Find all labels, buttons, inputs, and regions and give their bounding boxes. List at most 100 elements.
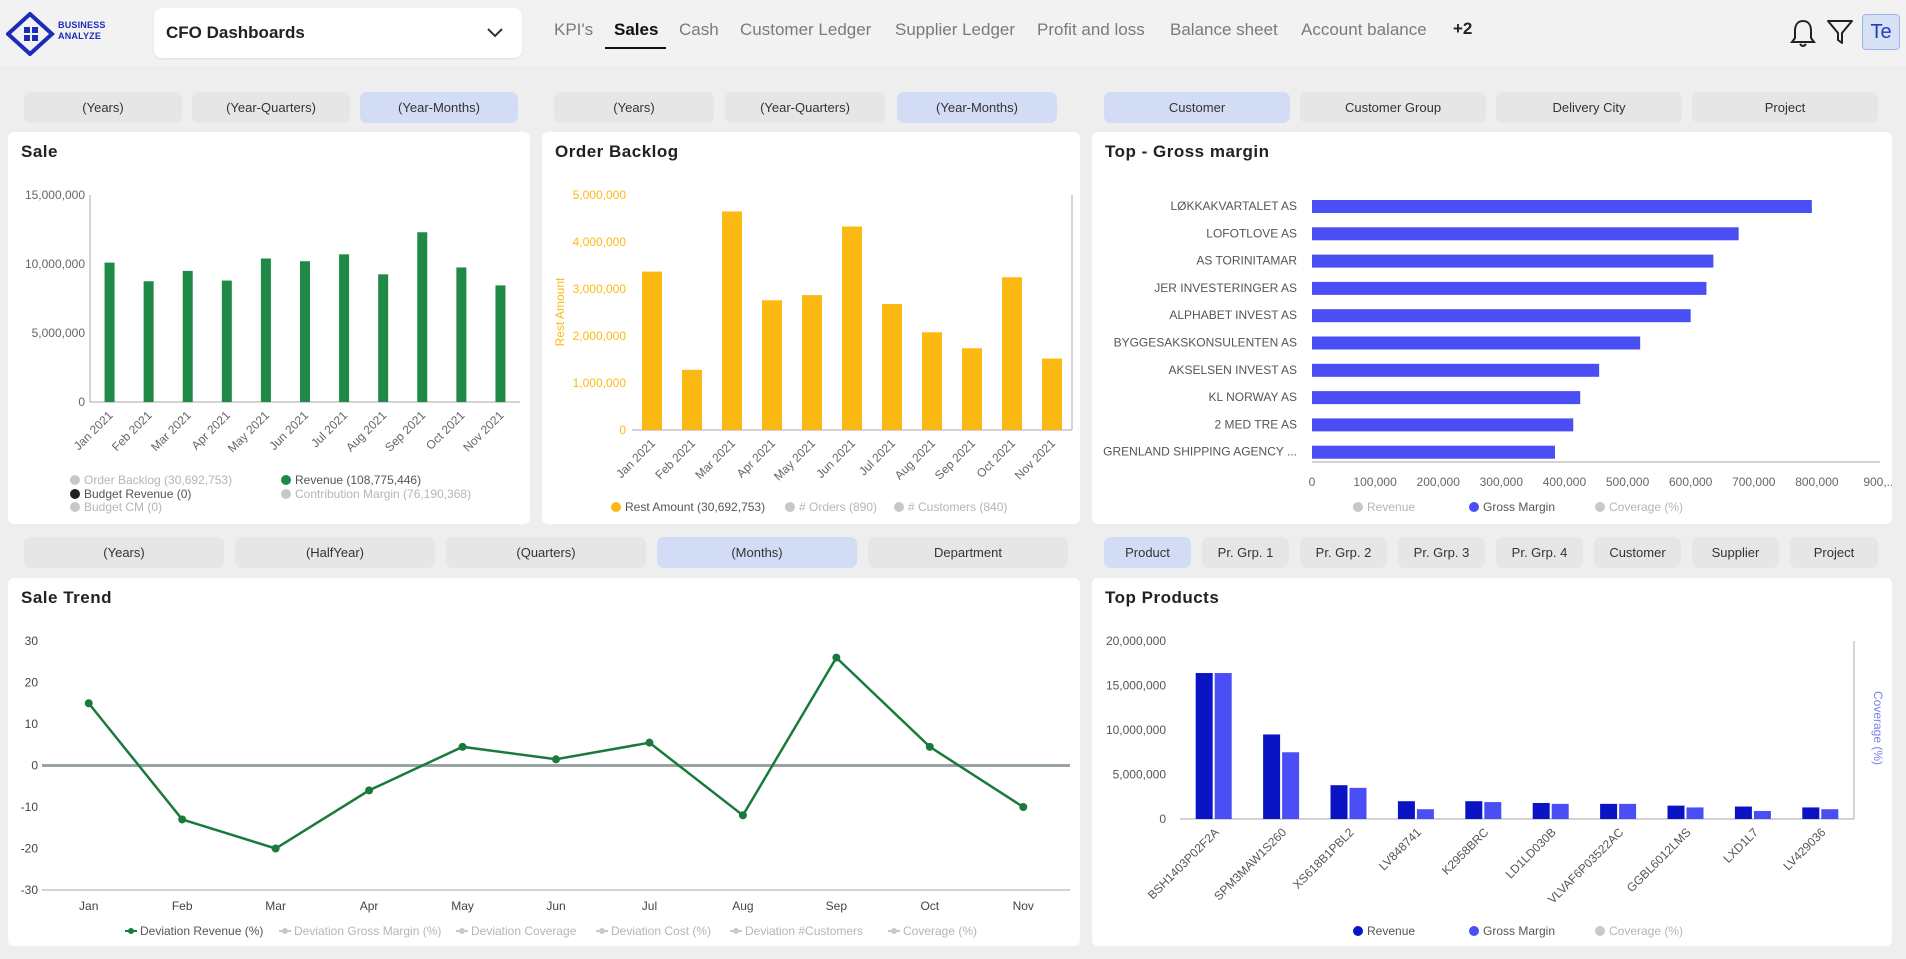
nav-sales[interactable]: Sales (614, 20, 659, 39)
nav-kpis[interactable]: KPI's (554, 20, 594, 39)
user-avatar[interactable]: Te (1862, 14, 1900, 50)
legend-marker-order-backlog-30-692-753 (70, 475, 80, 485)
products-revenue-bar-xs618b1pbl2 (1330, 785, 1348, 819)
filter-product[interactable]: Product (1104, 537, 1191, 568)
filter-pr-grp-1[interactable]: Pr. Grp. 1 (1202, 537, 1289, 568)
legend-marker-contribution-margin-76-190-368 (281, 489, 291, 499)
legend-label-budget-cm-0: Budget CM (0) (84, 500, 162, 514)
nav-more[interactable]: +2 (1453, 19, 1473, 38)
filter-quarters-trend[interactable]: (Quarters) (446, 537, 646, 568)
products-revenue-bar-lv429036 (1802, 807, 1820, 819)
products-revenue-bar-ggbl6012lms (1667, 805, 1685, 819)
filter-year-quarters-sale[interactable]: (Year-Quarters) (192, 92, 350, 123)
backlog-bar-jun-2021 (842, 226, 862, 430)
gm-xtick-200-000: 200,000 (1417, 475, 1461, 489)
products-xtick-ld1ld030b: LD1LD030B (1503, 825, 1559, 881)
nav-balance-sheet[interactable]: Balance sheet (1170, 20, 1278, 39)
backlog-bar-oct-2021 (1002, 277, 1022, 430)
products-xtick-spm3maw1s260: SPM3MAW1S260 (1211, 825, 1289, 903)
nav-account-balance[interactable]: Account balance (1301, 20, 1427, 39)
filter-year-months-backlog[interactable]: (Year-Months) (897, 92, 1057, 123)
filter-year-months-sale[interactable]: (Year-Months) (360, 92, 518, 123)
filter-department-trend[interactable]: Department (868, 537, 1068, 568)
gm-ylabel-2-med-tre-as: 2 MED TRE AS (1215, 417, 1297, 431)
gm-bar-akselsen-invest-as (1312, 363, 1600, 377)
filter-project-products[interactable]: Project (1790, 537, 1878, 568)
products-xtick-xs618b1pbl2: XS618B1PBL2 (1290, 825, 1357, 892)
legend-marker-customers-840 (894, 502, 904, 512)
legend-marker-coverage (1595, 502, 1605, 512)
gm-ylabel-l-kkakvartalet-as: LØKKAKVARTALET AS (1170, 199, 1297, 213)
gm-ylabel-byggesakskonsulenten-as: BYGGESAKSKONSULENTEN AS (1114, 336, 1297, 350)
chevron-down-icon (487, 28, 503, 38)
filter-customer[interactable]: Customer (1104, 92, 1290, 123)
gm-xtick-900: 900,... (1863, 475, 1892, 489)
products-margin-bar-lxd1l7 (1753, 810, 1771, 819)
products-margin-bar-vlvaf6p03522ac (1619, 803, 1637, 819)
products-xtick-k2958brc: K2958BRC (1439, 825, 1492, 878)
gross-margin-title: Top - Gross margin (1105, 142, 1270, 161)
backlog-ytick-0: 0 (619, 423, 626, 437)
products-xtick-lv429036: LV429036 (1780, 825, 1828, 873)
filter-pr-grp-3[interactable]: Pr. Grp. 3 (1398, 537, 1485, 568)
gm-xtick-700-000: 700,000 (1732, 475, 1776, 489)
nav-customer-ledger[interactable]: Customer Ledger (740, 20, 872, 39)
trend-point-feb (178, 815, 187, 824)
trend-ytick-20: 20 (25, 676, 39, 690)
backlog-xtick-sep-2021: Sep 2021 (932, 436, 978, 482)
legend-marker-budget-cm-0 (70, 502, 80, 512)
filter-customer-group[interactable]: Customer Group (1300, 92, 1486, 123)
filter-icon[interactable] (1826, 18, 1854, 46)
sale-ytick-0: 0 (78, 395, 85, 409)
sale-bar-sep-2021 (417, 232, 428, 402)
products-xtick-bsh1403p02f2a: BSH1403P02F2A (1145, 825, 1222, 902)
legend-dot-deviation-coverage (459, 928, 465, 934)
legend-dot-deviation-revenue (128, 928, 134, 934)
filter-years-sale[interactable]: (Years) (24, 92, 182, 123)
filter-pr-grp-4[interactable]: Pr. Grp. 4 (1496, 537, 1583, 568)
backlog-xtick-oct-2021: Oct 2021 (974, 436, 1019, 481)
trend-ytick-10: 10 (25, 717, 39, 731)
trend-ytick-30: -30 (21, 883, 39, 897)
backlog-bar-aug-2021 (922, 332, 942, 430)
logo-text: BUSINESS ANALYZE (58, 20, 106, 42)
trend-xtick-jul: Jul (642, 899, 657, 913)
nav-profit-and-loss[interactable]: Profit and loss (1037, 20, 1145, 39)
nav-cash[interactable]: Cash (679, 20, 719, 39)
nav-supplier-ledger[interactable]: Supplier Ledger (895, 20, 1016, 39)
filter-years-backlog[interactable]: (Years) (554, 92, 714, 123)
backlog-xtick-jun-2021: Jun 2021 (813, 436, 858, 481)
sale-bar-oct-2021 (456, 267, 467, 402)
sale-bar-jan-2021 (104, 262, 115, 402)
filter-delivery-city[interactable]: Delivery City (1496, 92, 1682, 123)
products-margin-bar-xs618b1pbl2 (1349, 787, 1367, 819)
products-revenue-bar-vlvaf6p03522ac (1600, 803, 1618, 819)
sale-bar-may-2021 (260, 258, 271, 402)
products-margin-bar-bsh1403p02f2a (1214, 673, 1232, 819)
dashboard-select[interactable]: CFO Dashboards (154, 8, 522, 58)
legend-label-orders-890: # Orders (890) (799, 500, 877, 514)
backlog-bar-apr-2021 (762, 300, 782, 430)
filter-months-trend[interactable]: (Months) (657, 537, 857, 568)
legend-dot-deviation-customers (733, 928, 739, 934)
filter-year-quarters-backlog[interactable]: (Year-Quarters) (725, 92, 885, 123)
filter-pr-grp-2[interactable]: Pr. Grp. 2 (1300, 537, 1387, 568)
trend-xtick-jun: Jun (546, 899, 565, 913)
products-y2label: Coverage (%) (1871, 691, 1885, 765)
legend-label-coverage: Coverage (%) (903, 924, 977, 938)
filter-halfyear-trend[interactable]: (HalfYear) (235, 537, 435, 568)
products-ytick-0: 0 (1159, 812, 1166, 826)
filter-years-trend[interactable]: (Years) (24, 537, 224, 568)
trend-xtick-apr: Apr (360, 899, 379, 913)
sale-xtick-mar-2021: Mar 2021 (148, 408, 194, 454)
bell-icon[interactable] (1790, 18, 1816, 48)
backlog-ylabel: Rest Amount (553, 277, 567, 346)
filter-project[interactable]: Project (1692, 92, 1878, 123)
sale-xtick-aug-2021: Aug 2021 (343, 408, 389, 454)
trend-point-mar (271, 844, 280, 853)
logo[interactable]: BUSINESS ANALYZE (5, 11, 110, 57)
trend-xtick-sep: Sep (826, 899, 848, 913)
filter-supplier[interactable]: Supplier (1692, 537, 1779, 568)
gm-ylabel-as-torinitamar: AS TORINITAMAR (1196, 254, 1297, 268)
filter-customer-products[interactable]: Customer (1594, 537, 1681, 568)
